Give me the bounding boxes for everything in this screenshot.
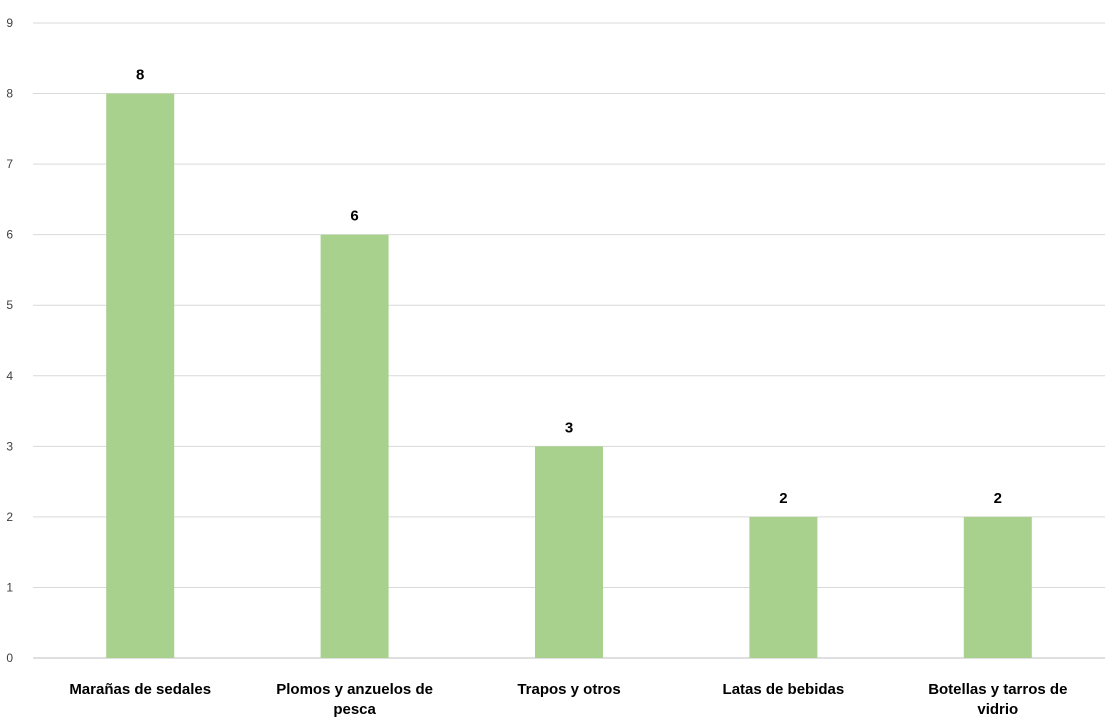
data-label: 3	[565, 419, 573, 436]
y-tick-label: 4	[6, 369, 13, 383]
y-tick-label: 1	[6, 580, 13, 594]
bar	[320, 234, 389, 658]
x-tick-label: Marañas de sedales	[69, 681, 211, 698]
data-label: 6	[350, 208, 358, 225]
y-tick-label: 8	[6, 87, 13, 101]
y-tick-label: 6	[6, 228, 13, 242]
bars	[106, 93, 1032, 659]
y-tick-label: 9	[6, 16, 13, 30]
x-tick-label: Plomos y anzuelos de pesca	[276, 681, 433, 718]
x-tick-label: Trapos y otros	[517, 681, 620, 698]
bar	[749, 516, 818, 658]
y-tick-label: 0	[6, 651, 13, 665]
x-tick-label: Latas de bebidas	[723, 681, 845, 698]
data-label: 2	[779, 490, 787, 507]
data-labels: 8 6 3 2 2	[136, 67, 1002, 507]
bar	[106, 93, 175, 659]
data-label: 8	[136, 67, 144, 84]
data-label: 2	[994, 490, 1002, 507]
y-axis-ticks: 0 1 2 3 4 5 6 7 8 9	[6, 16, 13, 665]
y-tick-label: 2	[6, 510, 13, 524]
y-tick-label: 5	[6, 298, 13, 312]
y-tick-label: 7	[6, 157, 13, 171]
y-tick-label: 3	[6, 439, 13, 453]
x-tick-label: Botellas y tarros de vidrio	[928, 681, 1067, 718]
gridlines	[33, 22, 1105, 659]
x-axis-ticks: Marañas de sedales Plomos y anzuelos de pe…	[69, 681, 1067, 718]
bar	[963, 516, 1032, 658]
bar	[535, 446, 603, 658]
